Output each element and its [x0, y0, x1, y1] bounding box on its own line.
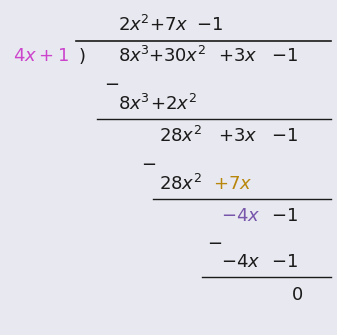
Text: $-1$: $-1$: [271, 47, 298, 65]
Text: $-$: $-$: [207, 233, 222, 251]
Text: $8x^3$: $8x^3$: [118, 94, 149, 115]
Text: $-1$: $-1$: [271, 127, 298, 145]
Text: $-$: $-$: [104, 74, 119, 92]
Text: $+30x^2$: $+30x^2$: [148, 46, 207, 66]
Text: $+7x$: $+7x$: [213, 175, 252, 193]
Text: $0$: $0$: [291, 286, 303, 305]
Text: $-4x$: $-4x$: [221, 253, 261, 271]
Text: $)$: $)$: [78, 46, 85, 66]
Text: $+3x$: $+3x$: [218, 127, 257, 145]
Text: $4x+1$: $4x+1$: [13, 47, 69, 65]
Text: $2x^2$: $2x^2$: [118, 15, 149, 35]
Text: $+2x^2$: $+2x^2$: [150, 94, 197, 115]
Text: $-$: $-$: [141, 153, 156, 172]
Text: $-1$: $-1$: [196, 16, 223, 34]
Text: $-1$: $-1$: [271, 253, 298, 271]
Text: $-1$: $-1$: [271, 207, 298, 225]
Text: $-4x$: $-4x$: [221, 207, 261, 225]
Text: $28x^2$: $28x^2$: [159, 174, 202, 194]
Text: $28x^2$: $28x^2$: [159, 126, 202, 146]
Text: $8x^3$: $8x^3$: [118, 46, 149, 66]
Text: $+3x$: $+3x$: [218, 47, 257, 65]
Text: $+7x$: $+7x$: [149, 16, 189, 34]
